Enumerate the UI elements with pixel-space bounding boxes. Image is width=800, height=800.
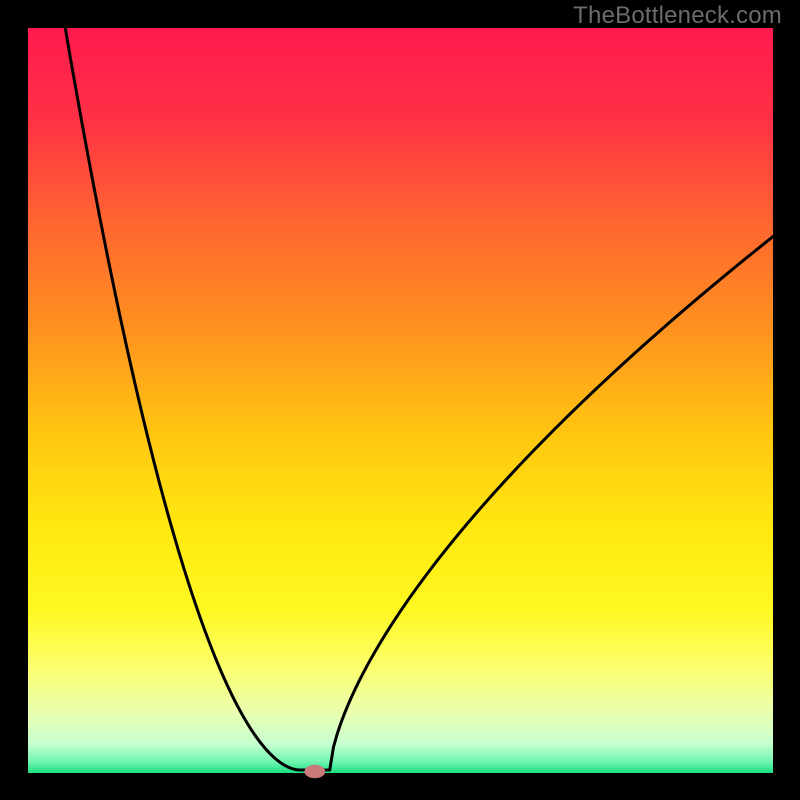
watermark-text: TheBottleneck.com	[573, 2, 782, 30]
bottleneck-chart	[0, 0, 800, 800]
chart-container: TheBottleneck.com	[0, 0, 800, 800]
valley-marker	[304, 765, 325, 778]
